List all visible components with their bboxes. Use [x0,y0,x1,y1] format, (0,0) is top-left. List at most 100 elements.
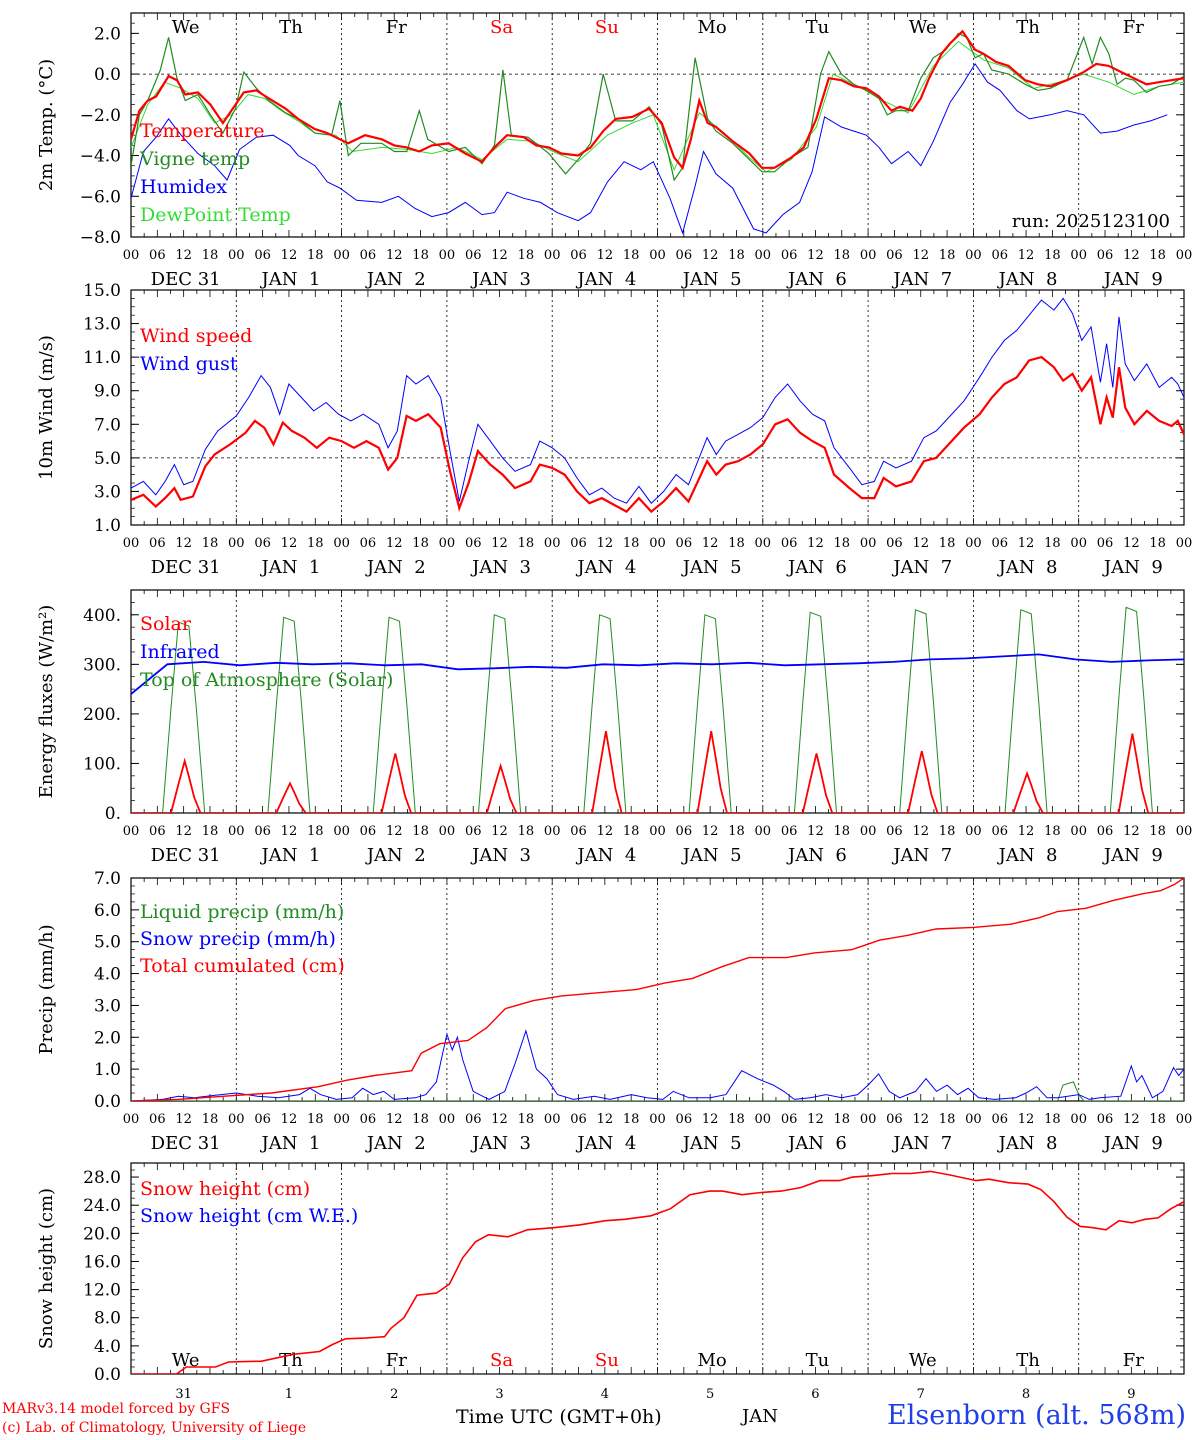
hour-label: 00 [755,824,772,839]
hour-label: 00 [544,248,561,263]
hour-label: 12 [597,1112,614,1127]
y-tick-label: 24.0 [83,1196,121,1216]
hour-label: 12 [386,248,403,263]
weekday-label: We [909,1350,937,1371]
hour-label: 06 [570,248,587,263]
hour-label: 06 [676,248,693,263]
y-tick-label: 4.0 [94,965,121,985]
legend-entry: Wind gust [140,353,238,375]
hour-label: 06 [676,824,693,839]
hour-label: 06 [676,1112,693,1127]
date-label: JAN 6 [786,557,847,578]
hour-label: 00 [1176,824,1193,839]
y-tick-label: 20.0 [83,1224,121,1244]
y-tick-label: 5.0 [94,449,121,469]
hour-label: 00 [965,1112,982,1127]
hour-label: 06 [254,248,271,263]
hour-label: 18 [728,248,745,263]
hour-label: 06 [991,536,1008,551]
y-tick-label: 200. [83,705,121,725]
y-tick-label: 11.0 [83,348,121,368]
date-label: JAN 2 [365,1133,426,1154]
y-tick-label: 2.0 [94,24,121,44]
weekday-label: Sa [490,17,513,38]
date-label: DEC 31 [151,845,221,866]
weekday-label: Th [279,17,303,38]
hour-label: 12 [1018,248,1035,263]
y-tick-label: 15.0 [83,281,121,301]
hour-label: 00 [439,824,456,839]
date-label: JAN 9 [1102,557,1163,578]
weekday-label: Mo [698,17,727,38]
hour-label: 06 [991,1112,1008,1127]
date-label: JAN 9 [1102,845,1163,866]
date-number-label: 8 [1022,1387,1030,1400]
legend-entry: Snow precip (mm/h) [140,928,336,950]
y-tick-label: 300. [83,655,121,675]
hour-label: 12 [807,248,824,263]
hour-label: 18 [623,536,640,551]
hour-label: 12 [175,824,192,839]
weekday-label: Su [595,17,619,38]
hour-label: 06 [254,536,271,551]
y-tick-label: 0.0 [94,1365,121,1385]
hour-label: 00 [860,824,877,839]
weekday-label: Mo [698,1350,727,1371]
hour-label: 18 [202,1112,219,1127]
y-axis-label: Precip (mm/h) [36,924,57,1054]
hour-label: 12 [491,824,508,839]
series-group [131,606,1184,813]
hour-label: 12 [1123,824,1140,839]
date-label: JAN 3 [470,269,531,290]
hour-label: 06 [465,248,482,263]
hour-label: 00 [544,536,561,551]
hour-label: 00 [439,536,456,551]
hour-label: 06 [886,824,903,839]
date-label: JAN 6 [786,269,847,290]
hour-label: 18 [1149,248,1166,263]
hour-label: 12 [1018,824,1035,839]
date-label: JAN 5 [681,845,742,866]
hour-label: 00 [860,248,877,263]
hour-label: 12 [702,248,719,263]
hour-label: 18 [307,1112,324,1127]
y-tick-label: 6.0 [94,901,121,921]
date-number-label: 6 [811,1387,819,1400]
hour-label: 00 [649,824,666,839]
series-line [131,878,1184,1101]
date-label: JAN 5 [681,1133,742,1154]
date-number-label: 9 [1127,1387,1135,1400]
chart-panel-2: 15.0 13.0 11.0 9.0 7.0 5.0 3.0 1.0 10m Wind (m/s… [36,281,1192,578]
y-tick-label: 0.0 [94,1092,121,1112]
date-label: JAN 1 [260,1133,321,1154]
run-label: run: 2025123100 [1012,211,1170,232]
date-label: JAN 3 [470,845,531,866]
series-line [131,1081,1184,1101]
y-tick-label: 13.0 [83,315,121,335]
hour-label: 00 [1176,248,1193,263]
hour-label: 12 [1018,536,1035,551]
hour-label: 00 [228,536,245,551]
hour-label: 00 [123,536,140,551]
hour-label: 18 [1149,1112,1166,1127]
hour-label: 18 [728,1112,745,1127]
hour-label: 00 [965,248,982,263]
hour-label: 18 [202,248,219,263]
hour-label: 06 [1097,1112,1114,1127]
y-axis-label: 10m Wind (m/s) [36,335,57,480]
date-number-label: 3 [495,1387,503,1400]
hour-label: 12 [491,248,508,263]
date-label: JAN 2 [365,269,426,290]
date-label: JAN 7 [891,269,952,290]
footer-credits: MARv3.14 model forced by GFS (c) Lab. of… [2,1400,306,1438]
hour-label: 12 [386,824,403,839]
weekday-label: We [172,1350,200,1371]
hour-label: 18 [412,1112,429,1127]
hour-label: 12 [281,824,298,839]
y-tick-label: 3.0 [94,482,121,502]
series-line [131,62,1168,235]
date-label: JAN 3 [470,1133,531,1154]
hour-label: 06 [781,824,798,839]
hour-label: 18 [307,824,324,839]
hour-label: 00 [755,248,772,263]
